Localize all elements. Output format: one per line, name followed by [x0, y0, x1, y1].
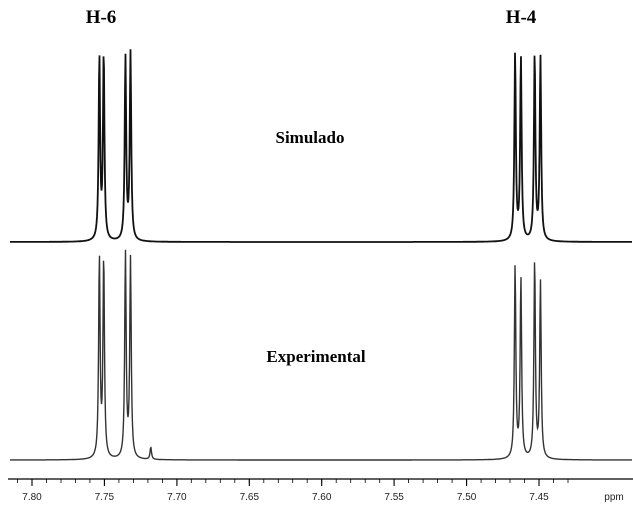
x-axis: 7.80 7.75 7.70 7.65 7.60 7.55 7.50 7.45 ppm	[8, 478, 633, 503]
x-axis-tick-label: 7.80	[22, 492, 42, 503]
x-axis-major-ticks	[31, 479, 540, 486]
spectrum-line-experimental	[10, 249, 632, 461]
x-axis-tick-label: 7.75	[95, 492, 115, 503]
x-axis-tick-labels: 7.80 7.75 7.70 7.65 7.60 7.55 7.50 7.45	[22, 492, 549, 503]
spectrum-line-simulado	[10, 49, 632, 243]
trace-label-simulado: Simulado	[276, 128, 345, 147]
x-axis-tick-label: 7.45	[529, 492, 549, 503]
x-axis-tick-label: 7.65	[240, 492, 260, 503]
x-axis-unit-label: ppm	[604, 492, 623, 503]
x-axis-tick-label: 7.60	[312, 492, 332, 503]
x-axis-tick-label: 7.70	[167, 492, 187, 503]
trace-label-experimental: Experimental	[266, 347, 365, 366]
x-axis-tick-label: 7.55	[384, 492, 404, 503]
trace-experimental: Experimental	[10, 249, 632, 461]
trace-simulado: Simulado	[10, 49, 632, 243]
peak-label-h4: H-4	[506, 7, 537, 28]
x-axis-tick-label: 7.50	[457, 492, 477, 503]
peak-label-h6: H-6	[86, 7, 117, 28]
peak-labels: H-6 H-4	[86, 7, 537, 28]
